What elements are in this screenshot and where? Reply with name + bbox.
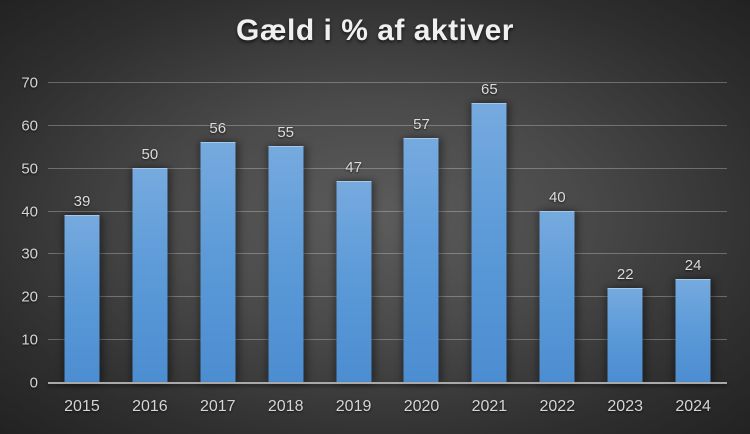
x-tick-label-2015: 2015 [64,398,100,415]
bar-2017 [200,142,236,383]
y-tick-label-0: 0 [29,374,38,392]
x-tick-label-2023: 2023 [607,398,643,415]
y-tick-label-30: 30 [21,245,38,263]
bar-2023 [607,287,643,383]
bar-value-label-2024: 24 [684,257,702,275]
bar-2018 [268,146,304,383]
bar-slot-2020: 57 [388,83,456,383]
bar-value-label-2016: 50 [141,145,159,163]
gridline-70 [48,82,727,83]
x-tick-label-2018: 2018 [267,398,304,415]
gridline-60 [48,124,727,126]
bar-value-label-2019: 47 [345,158,362,176]
bar-slot-2017: 56 [184,83,252,383]
x-tick-label-2020: 2020 [403,398,440,415]
bar-slot-2015: 39 [48,83,116,383]
bar-slot-2016: 50 [116,83,184,383]
x-tick-label-2017: 2017 [199,398,236,415]
x-axis-line [48,382,727,384]
bar-value-label-2022: 40 [548,188,566,206]
bar-slot-2018: 55 [252,83,320,383]
bar-value-label-2017: 56 [209,120,227,137]
bar-2015 [64,214,100,383]
y-tick-label-20: 20 [21,288,38,306]
gridline-20 [48,296,727,298]
y-tick-label-40: 40 [21,203,38,221]
x-axis-labels: 2015 2016 2017 2018 2019 2020 2021 2022 2023 2024 [48,396,727,418]
bar-value-label-2018: 55 [277,124,295,142]
bar-2019 [336,180,372,383]
gridline-40 [48,210,727,212]
y-tick-label-60: 60 [21,117,38,135]
bar-slot-2024: 24 [659,83,727,383]
bar-2022 [539,210,575,383]
y-tick-label-10: 10 [21,331,38,349]
bar-2021 [471,103,507,383]
y-tick-label-70: 70 [21,74,38,92]
bar-value-label-2023: 22 [616,265,634,283]
bar-2016 [132,167,168,383]
y-tick-label-50: 50 [21,160,38,178]
plot-area: 39 50 56 55 47 57 65 40 22 24 [48,81,727,384]
gridline-50 [48,167,727,169]
chart-title: Gæld i % af aktiver [236,14,514,47]
x-tick-label-2019: 2019 [335,398,372,415]
gridline-10 [48,339,727,341]
x-tick-label-2016: 2016 [132,398,168,415]
gridline-30 [48,253,727,255]
bar-slot-2021: 65 [455,81,523,383]
bar-value-label-2015: 39 [73,192,91,210]
y-axis-labels: 0 10 20 30 40 50 60 70 [0,76,40,391]
bar-value-label-2020: 57 [413,115,430,133]
bar-2020 [403,137,439,383]
bar-value-label-2021: 65 [481,81,498,99]
x-tick-label-2021: 2021 [471,398,508,415]
bar-slot-2022: 40 [523,83,591,383]
bars-container: 39 50 56 55 47 57 65 40 22 24 [48,81,727,383]
bar-slot-2019: 47 [320,83,388,383]
bar-slot-2023: 22 [591,83,659,383]
x-tick-label-2024: 2024 [675,398,711,415]
x-tick-label-2022: 2022 [539,398,576,415]
bar-2024 [675,279,711,383]
